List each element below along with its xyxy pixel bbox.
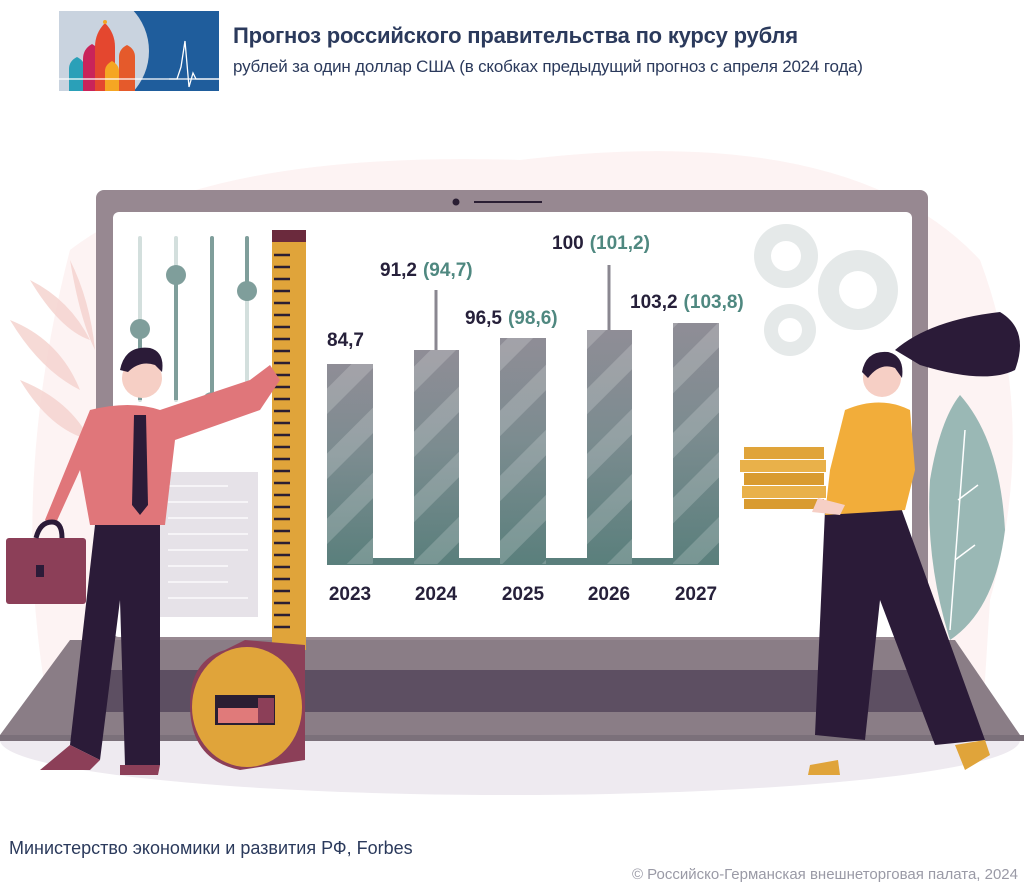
illustration-scene: 84,7 91,2 (94,7) 96,5 (98,6) 100 (101,2) 10… (0, 100, 1024, 820)
leaf-left-icon (10, 260, 95, 440)
bar-value-2026: 100 (101,2) (552, 233, 650, 255)
current-value: 91,2 (380, 260, 417, 281)
x-label-2027: 2027 (674, 584, 718, 605)
laptop-illustration (0, 151, 1024, 795)
current-value: 103,2 (630, 292, 678, 313)
current-value: 84,7 (327, 330, 364, 351)
x-label-2026: 2026 (587, 584, 631, 605)
previous-forecast-stems (434, 265, 611, 350)
businessman-figure (6, 347, 280, 775)
chart-title: Прогноз российского правительства по кур… (233, 23, 798, 48)
bar-value-2027: 103,2 (103,8) (630, 292, 744, 314)
header: Прогноз российского правительства по кур… (0, 0, 1024, 110)
document-panel (160, 472, 258, 617)
kremlin-heartbeat-logo-icon (59, 11, 219, 91)
current-value: 96,5 (465, 308, 502, 329)
bar-value-2024: 91,2 (94,7) (380, 260, 473, 282)
copyright-note: © Российско-Германская внешнеторговая па… (631, 866, 1018, 883)
bar-value-2023: 84,7 (327, 330, 364, 352)
x-label-2024: 2024 (414, 584, 458, 605)
previous-value: (98,6) (507, 308, 558, 329)
current-value: 100 (552, 233, 584, 254)
bar-value-2025: 96,5 (98,6) (465, 308, 558, 330)
source-note: Министерство экономики и развития РФ, Fo… (9, 838, 413, 858)
gears-icon (754, 224, 898, 356)
chart-subtitle: рублей за один доллар США (в скобках пре… (233, 57, 863, 76)
previous-value: (101,2) (589, 233, 650, 254)
chamber-logo (59, 11, 219, 91)
previous-value: (94,7) (422, 260, 473, 281)
leaf-right-icon (929, 395, 1005, 640)
previous-value: (103,8) (683, 292, 744, 313)
x-label-2025: 2025 (501, 584, 545, 605)
bars (327, 323, 719, 564)
x-label-2023: 2023 (328, 584, 372, 605)
woman-figure (740, 312, 1020, 775)
coin-stack-icon (740, 447, 826, 509)
measuring-tape-icon (190, 230, 306, 770)
